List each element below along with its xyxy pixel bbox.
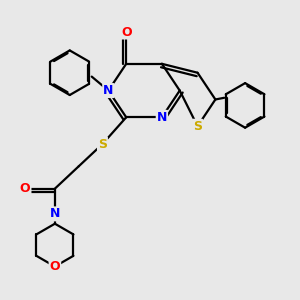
Text: S: S: [193, 120, 202, 133]
Text: N: N: [50, 207, 60, 220]
Text: O: O: [50, 260, 60, 273]
Text: S: S: [98, 138, 107, 151]
Text: O: O: [20, 182, 31, 195]
Text: O: O: [121, 26, 131, 38]
Text: N: N: [103, 84, 114, 97]
Text: N: N: [157, 111, 167, 124]
